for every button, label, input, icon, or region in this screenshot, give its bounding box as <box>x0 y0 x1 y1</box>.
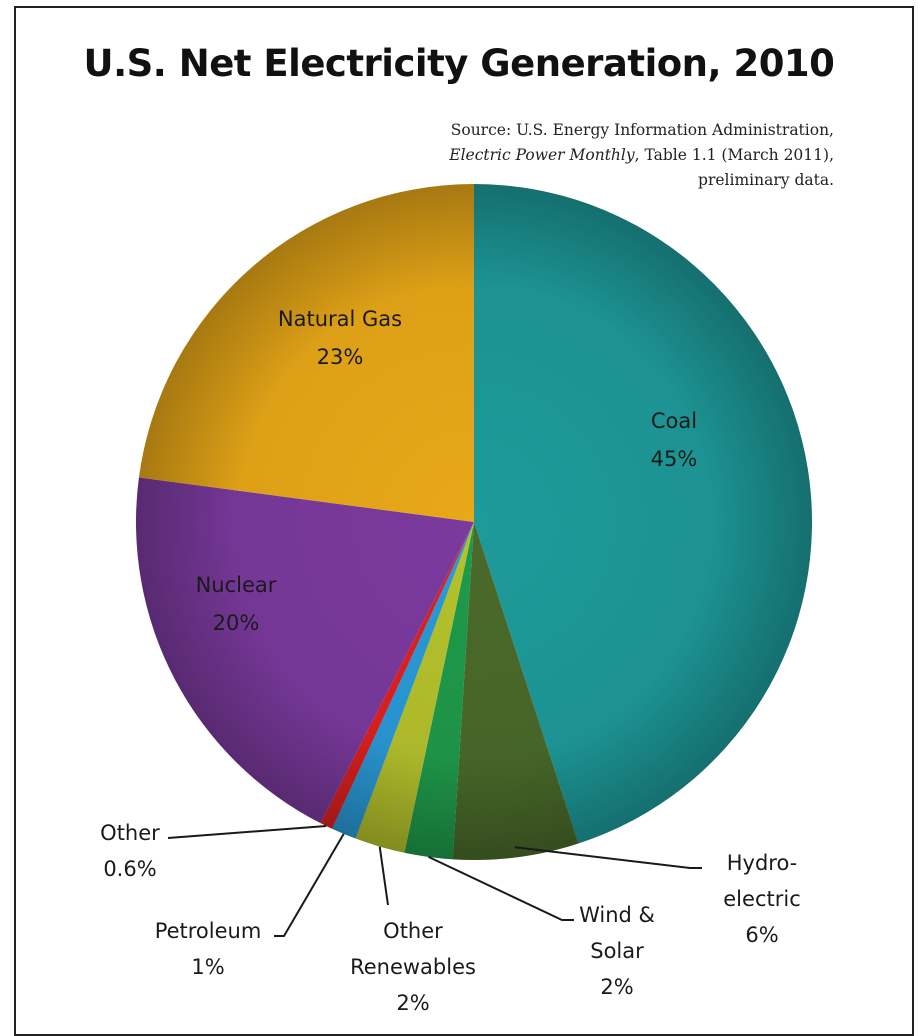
slice-label-wind-solar-name-0: Wind & <box>579 903 655 927</box>
slice-label-hydro-electric-percent: 6% <box>745 923 778 947</box>
leader-lines <box>167 825 702 937</box>
slice-label-nuclear-name-0: Nuclear <box>196 573 277 597</box>
slice-label-nuclear-percent: 20% <box>213 611 260 635</box>
slice-label-hydro-electric-name-0: Hydro- <box>727 851 798 875</box>
slice-label-other-percent: 0.6% <box>103 857 156 881</box>
leader-line-wind-solar <box>428 855 574 921</box>
source-line-1: Source: U.S. Energy Information Administ… <box>450 121 834 139</box>
chart-source: Source: U.S. Energy Information Administ… <box>449 118 834 193</box>
slice-label-wind-solar-percent: 2% <box>600 975 633 999</box>
slice-labels: Coal 45% Hydro-electric 6% Wind & Solar 2% Othe… <box>100 307 801 1015</box>
leader-line-other-renewables <box>378 846 389 906</box>
slice-label-other-name-0: Other <box>100 821 160 845</box>
source-line-2: Electric Power Monthly, Table 1.1 (March… <box>449 143 834 168</box>
slice-label-petroleum-percent: 1% <box>191 955 224 979</box>
slice-label-other-renewables-name-0: Other <box>383 919 443 943</box>
slice-label-other-renewables-name-1: Renewables <box>350 955 476 979</box>
slice-label-coal-percent: 45% <box>651 447 698 471</box>
source-line-3: preliminary data. <box>698 171 834 189</box>
slice-label-petroleum-name-0: Petroleum <box>155 919 262 943</box>
leader-line-petroleum <box>274 833 345 937</box>
slice-label-coal-name-0: Coal <box>651 409 697 433</box>
source-table: , Table 1.1 (March 2011), <box>634 146 834 164</box>
slice-label-natural-gas-name-0: Natural Gas <box>278 307 402 331</box>
chart-title: U.S. Net Electricity Generation, 2010 <box>83 42 835 85</box>
leader-line-hydro-electric <box>514 846 702 869</box>
slice-label-hydro-electric-name-1: electric <box>723 887 800 911</box>
slice-label-wind-solar-name-1: Solar <box>590 939 644 963</box>
pie-slices <box>136 184 813 860</box>
slice-label-natural-gas-percent: 23% <box>317 345 364 369</box>
pie-shading <box>136 184 812 860</box>
slice-label-other-renewables-percent: 2% <box>396 991 429 1015</box>
source-publication: Electric Power Monthly <box>449 146 635 164</box>
leader-line-other <box>167 825 327 839</box>
